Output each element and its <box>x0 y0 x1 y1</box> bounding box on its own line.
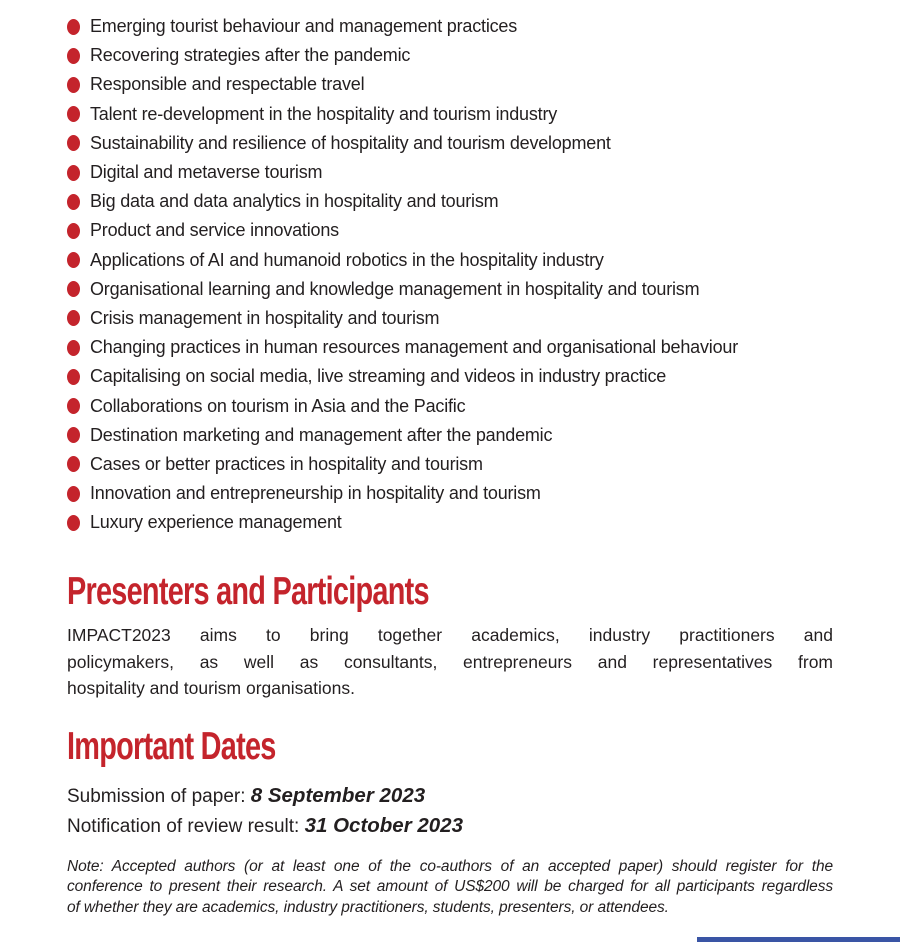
topic-label: Changing practices in human resources ma… <box>90 337 739 358</box>
topic-label: Big data and data analytics in hospitali… <box>90 191 499 212</box>
topic-label: Luxury experience management <box>90 512 342 533</box>
topic-label: Destination marketing and management aft… <box>90 424 553 445</box>
bullet-icon <box>67 106 80 123</box>
topic-item: Innovation and entrepreneurship in hospi… <box>67 479 833 508</box>
date-line: Notification of review result: 31 Octobe… <box>67 811 833 841</box>
bullet-icon <box>67 193 80 210</box>
date-value: 31 October 2023 <box>304 814 463 837</box>
page-edge-accent <box>697 937 900 942</box>
bullet-icon <box>67 47 80 64</box>
topic-item: Luxury experience management <box>67 508 833 537</box>
topic-item: Collaborations on tourism in Asia and th… <box>67 391 833 420</box>
bullet-icon <box>67 514 80 531</box>
topic-label: Organisational learning and knowledge ma… <box>90 278 700 299</box>
bullet-icon <box>67 281 80 298</box>
topic-item: Big data and data analytics in hospitali… <box>67 187 833 216</box>
bullet-icon <box>67 252 80 269</box>
topic-item: Cases or better practices in hospitality… <box>67 450 833 479</box>
topic-label: Product and service innovations <box>90 220 339 241</box>
topic-item: Recovering strategies after the pandemic <box>67 41 833 70</box>
presenters-body: IMPACT2023 aims to bring together academ… <box>67 622 833 702</box>
date-label: Submission of paper: <box>67 786 251 807</box>
bullet-icon <box>67 339 80 356</box>
topic-label: Responsible and respectable travel <box>90 74 365 95</box>
bullet-icon <box>67 368 80 385</box>
topic-label: Talent re-development in the hospitality… <box>90 103 558 124</box>
bullet-icon <box>67 164 80 181</box>
topic-label: Innovation and entrepreneurship in hospi… <box>90 483 541 504</box>
topic-item: Changing practices in human resources ma… <box>67 333 833 362</box>
date-value: 8 September 2023 <box>250 784 426 807</box>
bullet-icon <box>67 18 80 35</box>
topic-item: Digital and metaverse tourism <box>67 158 833 187</box>
topic-label: Capitalising on social media, live strea… <box>90 366 667 387</box>
topic-label: Cases or better practices in hospitality… <box>90 453 483 474</box>
topic-label: Sustainability and resilience of hospita… <box>90 132 611 153</box>
topic-item: Emerging tourist behaviour and managemen… <box>67 12 833 41</box>
registration-note-line: Note: Accepted authors (or at least one … <box>67 858 833 875</box>
topic-label: Collaborations on tourism in Asia and th… <box>90 395 466 416</box>
topic-label: Recovering strategies after the pandemic <box>90 45 411 66</box>
presenters-body-line: hospitality and tourism organisations. <box>67 678 355 698</box>
bullet-icon <box>67 76 80 93</box>
topic-item: Talent re-development in the hospitality… <box>67 100 833 129</box>
bullet-icon <box>67 485 80 502</box>
date-label: Notification of review result: <box>67 816 305 837</box>
topic-item: Applications of AI and humanoid robotics… <box>67 246 833 275</box>
presenters-body-line: policymakers, as well as consultants, en… <box>67 651 833 672</box>
topic-item: Destination marketing and management aft… <box>67 421 833 450</box>
topic-item: Crisis management in hospitality and tou… <box>67 304 833 333</box>
bullet-icon <box>67 398 80 415</box>
topic-item: Sustainability and resilience of hospita… <box>67 129 833 158</box>
bullet-icon <box>67 222 80 239</box>
registration-note-line: conference to present their research. A … <box>67 878 833 896</box>
topic-label: Crisis management in hospitality and tou… <box>90 307 440 328</box>
topic-item: Organisational learning and knowledge ma… <box>67 275 833 304</box>
bullet-icon <box>67 427 80 444</box>
bullet-icon <box>67 456 80 473</box>
bullet-icon <box>67 310 80 327</box>
section-heading-important-dates: Important Dates <box>67 725 276 768</box>
section-heading-presenters: Presenters and Participants <box>67 570 430 613</box>
topics-list: Emerging tourist behaviour and managemen… <box>67 12 833 537</box>
topic-item: Responsible and respectable travel <box>67 70 833 99</box>
topic-label: Digital and metaverse tourism <box>90 162 323 183</box>
topic-item: Product and service innovations <box>67 216 833 245</box>
registration-note: Note: Accepted authors (or at least one … <box>67 857 833 918</box>
registration-note-line: of whether they are academics, industry … <box>67 898 669 916</box>
bullet-icon <box>67 135 80 152</box>
date-line: Submission of paper: 8 September 2023 <box>67 781 833 811</box>
topic-item: Capitalising on social media, live strea… <box>67 362 833 391</box>
topic-label: Applications of AI and humanoid robotics… <box>90 249 604 270</box>
important-dates-list: Submission of paper: 8 September 2023 No… <box>67 781 833 841</box>
presenters-body-line: IMPACT2023 aims to bring together academ… <box>67 625 833 645</box>
topic-label: Emerging tourist behaviour and managemen… <box>90 16 518 37</box>
